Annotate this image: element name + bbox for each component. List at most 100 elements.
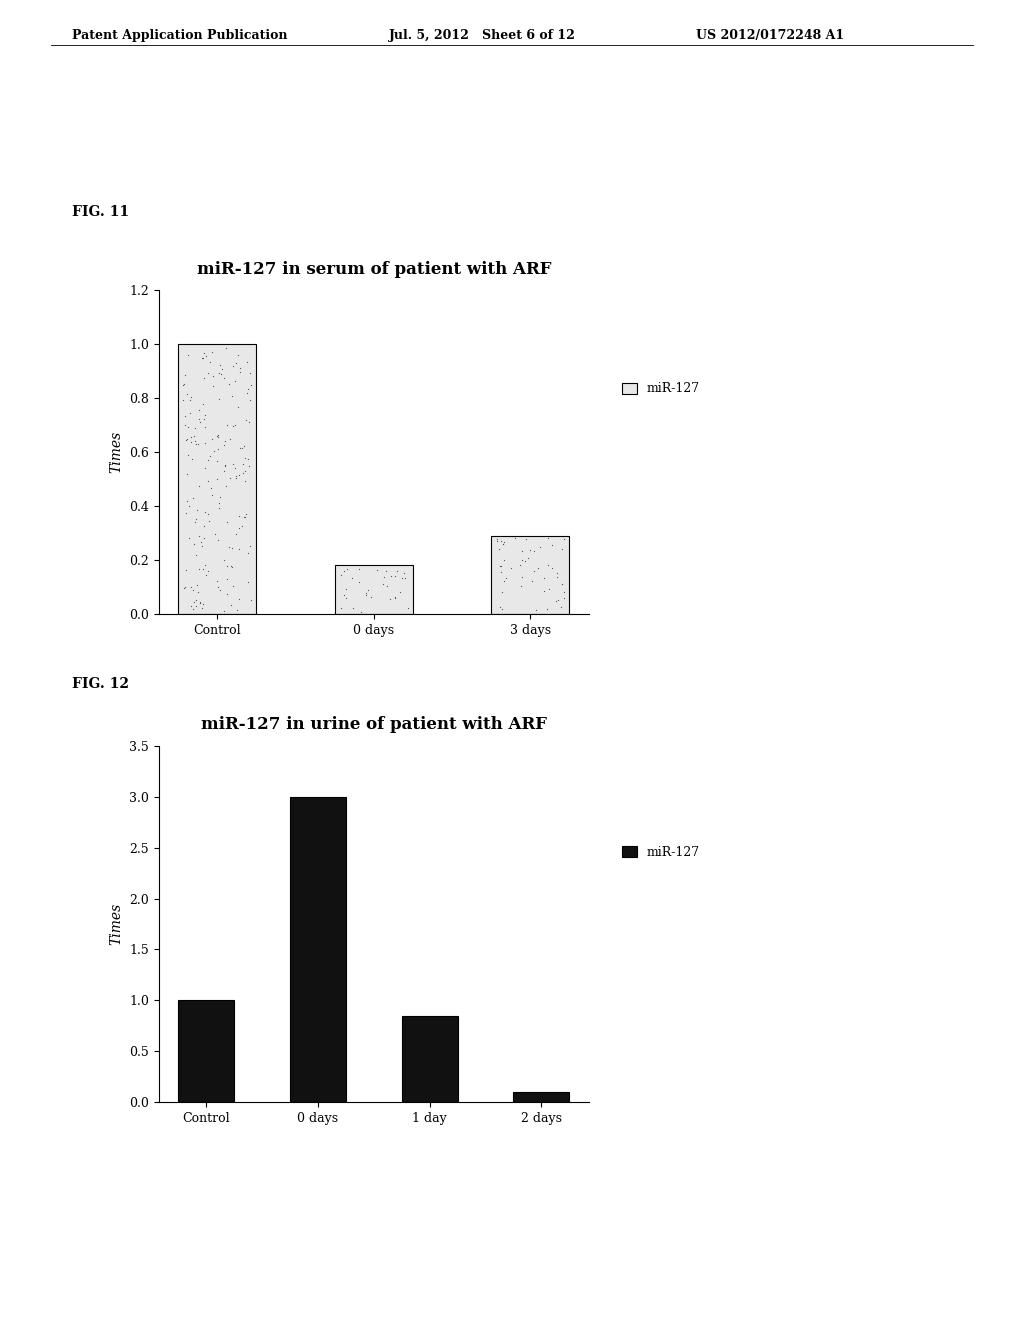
Point (177, 502, 194, 523)
Point (210, 577, 226, 598)
Point (490, 539, 507, 560)
Point (236, 506, 252, 527)
Point (187, 511, 204, 532)
Point (241, 572, 257, 593)
Point (231, 358, 248, 379)
Point (194, 347, 210, 368)
Point (556, 581, 572, 602)
Point (350, 558, 367, 579)
Point (387, 587, 403, 609)
Point (513, 549, 529, 570)
Point (197, 502, 213, 523)
Point (237, 470, 253, 491)
Point (183, 426, 200, 447)
Point (525, 560, 542, 581)
Point (217, 430, 233, 451)
Point (204, 342, 220, 363)
Point (211, 363, 227, 384)
Point (237, 436, 253, 457)
Point (205, 375, 221, 396)
Point (494, 561, 510, 582)
Point (230, 589, 247, 610)
Point (530, 558, 547, 579)
Point (228, 352, 245, 374)
Point (218, 512, 234, 533)
Point (209, 426, 225, 447)
Point (184, 598, 201, 619)
Point (218, 568, 234, 589)
Legend: miR-127: miR-127 (616, 378, 705, 400)
Point (198, 554, 214, 576)
Point (512, 554, 528, 576)
Point (180, 445, 197, 466)
Point (197, 433, 213, 454)
Point (216, 455, 232, 477)
Point (228, 467, 245, 488)
Point (209, 450, 225, 471)
Point (194, 536, 210, 557)
Point (537, 568, 553, 589)
Point (215, 434, 231, 455)
Point (555, 528, 571, 549)
Point (496, 532, 512, 553)
Point (200, 450, 216, 471)
Point (185, 533, 202, 554)
Point (240, 351, 256, 372)
Point (218, 475, 234, 496)
Point (178, 430, 195, 451)
Point (232, 438, 249, 459)
Text: FIG. 11: FIG. 11 (72, 205, 129, 219)
Y-axis label: Times: Times (110, 430, 124, 474)
Point (393, 568, 410, 589)
Point (228, 523, 245, 544)
Point (399, 598, 416, 619)
Point (183, 385, 200, 407)
Point (227, 414, 244, 436)
Point (176, 414, 193, 436)
Point (555, 587, 571, 609)
Point (239, 409, 255, 430)
Point (177, 577, 194, 598)
Point (188, 499, 205, 520)
Bar (492, 536, 569, 614)
Point (195, 558, 211, 579)
Point (196, 527, 212, 548)
Point (215, 601, 231, 622)
Point (397, 568, 414, 589)
Point (200, 503, 216, 524)
Point (527, 599, 544, 620)
Point (336, 561, 352, 582)
Point (219, 414, 236, 436)
Point (223, 537, 240, 558)
Point (187, 590, 204, 611)
Point (494, 598, 510, 619)
Point (210, 426, 226, 447)
Point (226, 457, 243, 478)
Point (181, 527, 198, 548)
Point (495, 533, 511, 554)
Point (187, 544, 204, 565)
Point (207, 524, 223, 545)
Point (211, 498, 227, 519)
Point (357, 585, 374, 606)
Point (213, 358, 229, 379)
Point (378, 561, 394, 582)
Point (178, 558, 195, 579)
Point (547, 590, 563, 611)
Point (544, 535, 560, 556)
Point (210, 529, 226, 550)
Bar (178, 1001, 234, 1102)
Point (204, 484, 220, 506)
Point (179, 463, 196, 484)
Point (217, 454, 233, 475)
Point (389, 561, 406, 582)
Point (541, 578, 557, 599)
Point (190, 558, 207, 579)
Point (518, 529, 535, 550)
Point (362, 586, 379, 607)
Point (488, 531, 505, 552)
Point (243, 375, 259, 396)
Point (239, 383, 255, 404)
Point (242, 363, 258, 384)
Point (190, 581, 207, 602)
